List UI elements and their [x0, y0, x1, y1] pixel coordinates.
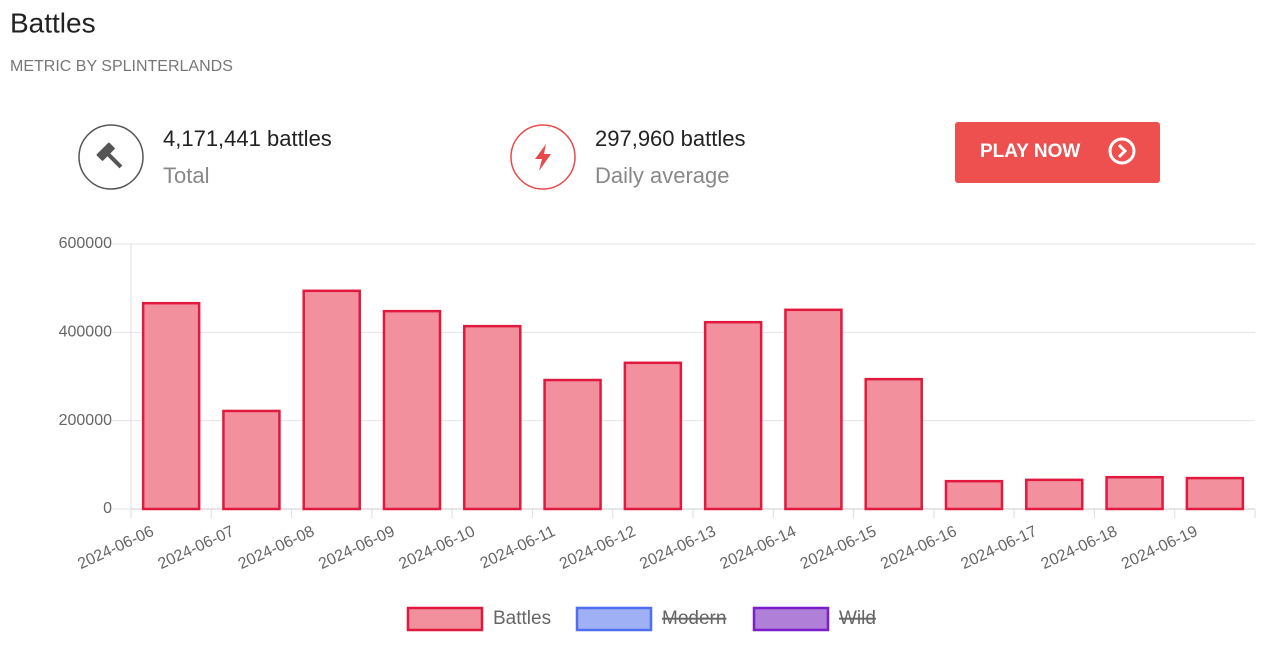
- x-tick-label: 2024-06-12: [557, 523, 638, 573]
- legend-label: Battles: [493, 608, 551, 629]
- bar: [784, 308, 843, 511]
- icon-circle: [78, 124, 144, 190]
- button-bg[interactable]: [955, 122, 1160, 183]
- stat-total: 4,171,441 battles Total: [78, 124, 332, 190]
- legend-label: Wild: [839, 608, 876, 629]
- legend-swatch: [752, 606, 830, 632]
- stat-value: 297,960 battles: [595, 126, 745, 151]
- bar: [623, 361, 683, 511]
- legend-swatch: [406, 606, 484, 632]
- bar: [141, 301, 201, 511]
- y-tick-label: 400000: [59, 324, 112, 341]
- y-tick-label: 200000: [59, 412, 112, 429]
- legend-label: Modern: [662, 608, 726, 629]
- x-tick-label: 2024-06-07: [156, 523, 237, 573]
- bar: [543, 378, 602, 511]
- stat-label: Daily average: [595, 163, 730, 188]
- title: Battles: [10, 7, 96, 38]
- bar: [222, 409, 281, 511]
- chart: 02000004000006000002024-06-062024-06-072…: [59, 235, 1256, 632]
- bar: [864, 377, 923, 511]
- stat-value: 4,171,441 battles: [163, 126, 332, 151]
- button-icon: [1108, 137, 1136, 165]
- x-tick-label: 2024-06-16: [878, 523, 959, 573]
- stat-label: Total: [163, 163, 209, 188]
- x-tick-label: 2024-06-13: [637, 523, 718, 573]
- bar: [302, 289, 361, 511]
- x-tick-label: 2024-06-10: [396, 523, 477, 573]
- x-tick-label: 2024-06-06: [75, 523, 156, 573]
- x-tick-label: 2024-06-08: [236, 523, 317, 573]
- y-tick-label: 600000: [59, 235, 112, 252]
- bar: [463, 324, 522, 511]
- x-tick-label: 2024-06-15: [798, 523, 879, 573]
- x-tick-label: 2024-06-09: [316, 523, 397, 573]
- stat-average: 297,960 battles Daily average: [510, 124, 745, 190]
- bolt-icon: [535, 144, 551, 171]
- x-tick-label: 2024-06-14: [718, 523, 799, 573]
- bar: [382, 309, 442, 511]
- x-tick-label: 2024-06-11: [478, 523, 558, 573]
- bar: [944, 479, 1004, 511]
- bar: [1105, 475, 1164, 511]
- legend-swatch: [575, 606, 653, 632]
- x-tick-label: 2024-06-18: [1039, 523, 1120, 573]
- subtitle: METRIC BY SPLINTERLANDS: [10, 58, 233, 75]
- play-button[interactable]: PLAY NOW: [955, 122, 1160, 183]
- y-tick-label: 0: [103, 500, 112, 517]
- button-label[interactable]: PLAY NOW: [980, 141, 1080, 162]
- hammer-icon: [96, 142, 123, 169]
- icon-circle: [510, 124, 576, 190]
- x-tick-label: 2024-06-19: [1119, 523, 1200, 573]
- bar: [1185, 476, 1245, 511]
- bar: [1025, 478, 1084, 511]
- bar: [703, 320, 763, 511]
- x-tick-label: 2024-06-17: [958, 523, 1039, 573]
- chevron: [1117, 143, 1128, 159]
